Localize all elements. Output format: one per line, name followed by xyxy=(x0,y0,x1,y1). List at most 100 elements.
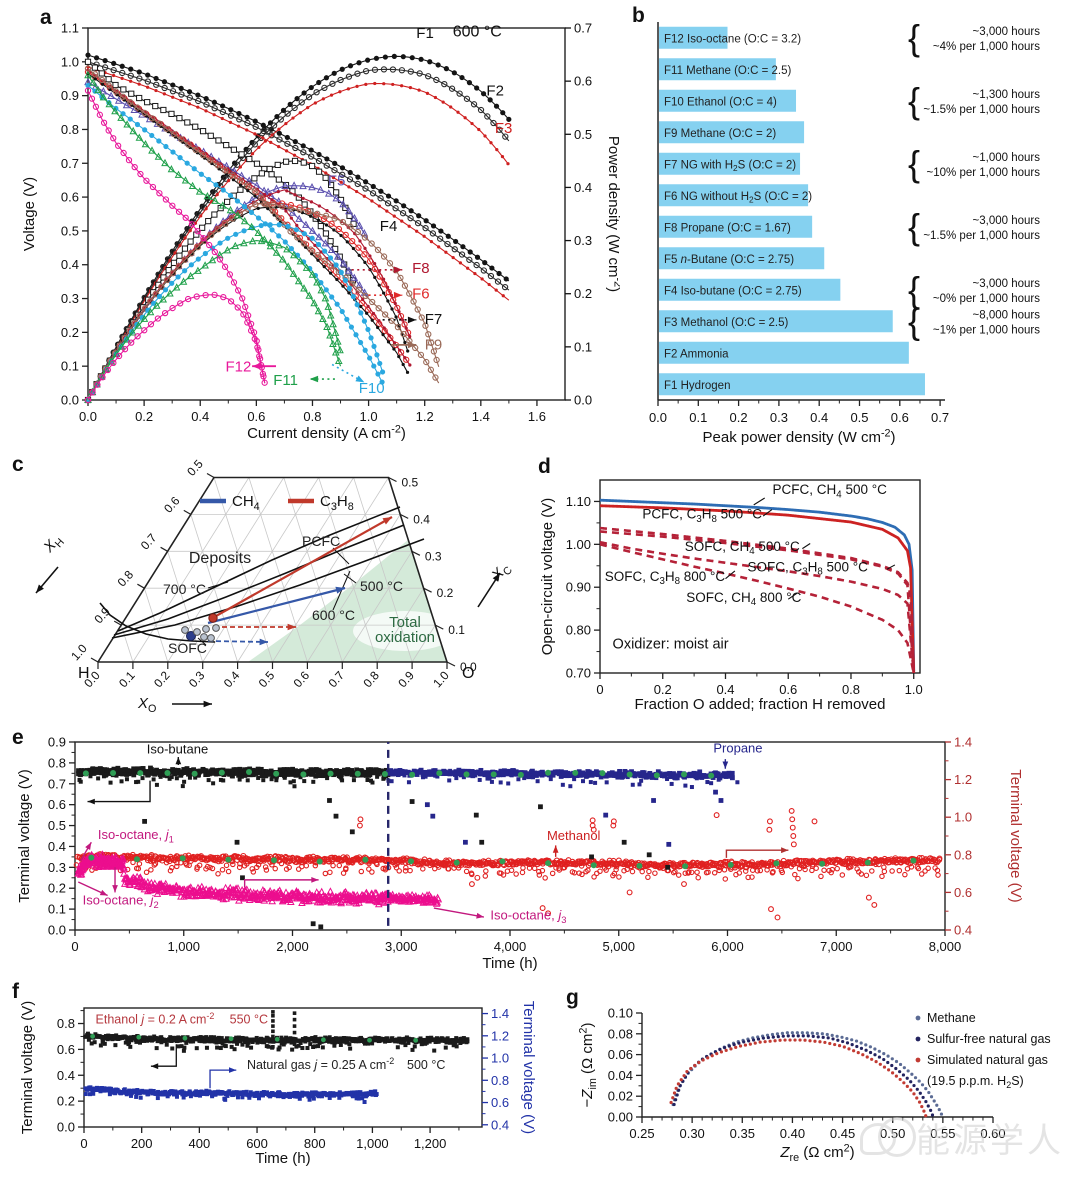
bar-8 xyxy=(659,247,825,270)
bar-5 xyxy=(659,152,801,175)
series-navy-outliers xyxy=(424,789,724,847)
axes-a xyxy=(87,27,566,401)
bracket-line: ~0% per 1,000 hours xyxy=(933,293,1040,305)
boundary-curve xyxy=(111,538,425,639)
x-axis-title: Current density (A cm-2) xyxy=(247,423,406,442)
tick-label: 1.0 xyxy=(430,668,452,690)
series-PCFC, C3H8 500 C xyxy=(599,504,916,674)
bar-label: F11 Methane (O:C = 2.5) xyxy=(664,65,791,77)
bar-label: F8 Propane (O:C = 1.67) xyxy=(664,222,791,234)
tick-label: 0.50 xyxy=(880,1126,905,1141)
tick-label: 0.8 xyxy=(115,567,137,589)
annotation-label: SOFC, CH4 500 °C xyxy=(685,539,800,557)
tick-label: 0.5 xyxy=(850,410,868,425)
annotation-label: PCFC, CH4 500 °C xyxy=(773,482,888,500)
tick-label: 0.40 xyxy=(780,1126,805,1141)
tick-label: 0.0 xyxy=(649,410,667,425)
series-F9-power xyxy=(87,203,440,401)
y-axis-title: Open-circuit voltage (V) xyxy=(539,498,556,656)
bar-12 xyxy=(659,373,925,396)
panel-letter: f xyxy=(12,980,20,1003)
brace: { xyxy=(908,300,920,341)
annotation-label: F5 xyxy=(328,172,346,189)
tick-label: 0.6 xyxy=(954,885,972,900)
y-axis-title: −Zim (Ω cm2) xyxy=(577,1023,598,1108)
tick-label: 0.4 xyxy=(413,512,430,526)
series-F11-voltage xyxy=(87,75,342,367)
series-green-dots-f xyxy=(90,1033,419,1043)
tick-label: 0.1 xyxy=(61,359,79,374)
data-point xyxy=(193,628,201,636)
brace: { xyxy=(908,269,920,310)
series-e xyxy=(73,765,943,930)
series-black-outliers xyxy=(142,798,671,930)
bars: F12 Iso-octane (O:C = 3.2) F11 Methane (O… xyxy=(659,26,925,396)
series-spike-col-2 xyxy=(292,1011,297,1047)
tick-label: 0.5 xyxy=(184,457,206,479)
tick-label: 0.2 xyxy=(61,325,79,340)
bar-label: F10 Ethanol (O:C = 4) xyxy=(664,96,777,108)
panel-b-svg: 0.0 0.1 0.2 0.3 0.4 0.5 0.6 0.7 Peak power densi… xyxy=(632,4,1041,446)
tick-label: 0.3 xyxy=(186,668,208,690)
annotation-label: SOFC, CH4 800 °C xyxy=(686,590,801,608)
tick-label: 0.1 xyxy=(48,902,66,917)
tick-label: 0.4 xyxy=(574,180,592,195)
tick-label: 3,000 xyxy=(385,939,418,954)
legend-label: (19.5 p.p.m. H2S) xyxy=(927,1074,1024,1090)
annotation-label: 500 °C xyxy=(360,578,403,594)
tick-label: 1,200 xyxy=(414,1136,447,1151)
bar-label: F7 NG with H2S (O:C = 2) xyxy=(664,159,796,173)
annotation-label: F8 xyxy=(412,260,430,277)
tick-label: 0.55 xyxy=(930,1126,955,1141)
series-F12-voltage xyxy=(87,90,266,384)
tick-label: 0.6 xyxy=(161,494,183,516)
tick-label: 0.30 xyxy=(679,1126,704,1141)
x-axis-title: Peak power density (W cm-2) xyxy=(703,427,896,446)
tick-label: 0.3 xyxy=(48,860,66,875)
legend-label: Sulfur-free natural gas xyxy=(927,1032,1051,1046)
annotation-label: Iso-octane, j1 xyxy=(98,827,174,844)
ticks-g: 0.25 0.30 0.35 0.40 0.45 0.50 0.55 0.60 0.00 0.02… xyxy=(608,1006,1006,1142)
bar-label: F9 Methane (O:C = 2) xyxy=(664,128,776,140)
tick-label: 0.5 xyxy=(61,223,79,238)
tick-label: 0.04 xyxy=(608,1068,633,1083)
annotation-label: Ethanol j = 0.2 A cm-2 xyxy=(96,1011,215,1027)
bar-label: F4 Iso-butane (O:C = 2.75) xyxy=(664,285,802,297)
y2-axis-title: Terminal voltage (V) xyxy=(1007,769,1024,902)
axis-arrow-label: XC xyxy=(488,559,515,586)
tick-label: 1.0 xyxy=(491,1051,509,1066)
tick-label: 1,000 xyxy=(167,939,200,954)
tick-label: 0.90 xyxy=(566,580,591,595)
annotation-label: Methanol xyxy=(547,828,601,843)
data-point xyxy=(186,631,196,641)
annotation-label: F2 xyxy=(486,83,504,100)
tick-label: 1.2 xyxy=(954,772,972,787)
panel-c-svg: 0.0 0.1 0.2 0.3 0.4 0.5 0.6 0.7 0.8 0.9 1.00.50.60… xyxy=(12,453,515,715)
tick-label: 1,000 xyxy=(356,1136,389,1151)
tick-label: 0.1 xyxy=(574,339,592,354)
series-natural-gas xyxy=(83,1085,379,1104)
series-red-columns xyxy=(356,807,878,921)
legend-label: C3H8 xyxy=(320,493,354,513)
annotation-label: Deposits xyxy=(189,550,251,567)
panel-a-svg: 0.0 0.2 0.4 0.6 0.8 1.0 1.2 1.4 1.6 0.0 0.1 0.2 0.3 0… xyxy=(21,6,624,442)
bar-label: F3 Methanol (O:C = 2.5) xyxy=(664,317,788,329)
bar-label: F2 Ammonia xyxy=(664,348,729,360)
ternary-grid xyxy=(120,477,436,663)
tick-label: 0.8 xyxy=(842,682,860,697)
annotation-label: F11 xyxy=(273,372,298,389)
bracket-line: ~10% per 1,000 hours xyxy=(927,167,1041,179)
tick-label: 0.8 xyxy=(360,668,382,690)
tick-label: 0.3 xyxy=(61,291,79,306)
tick-label: 0 xyxy=(596,682,603,697)
tick-label: 0.2 xyxy=(437,586,454,600)
annotation-label: F4 xyxy=(380,218,398,235)
tick-label: 0.8 xyxy=(954,847,972,862)
tick-label: 8,000 xyxy=(929,939,962,954)
annotation-label: SOFC, C3H8 800 °C xyxy=(605,569,726,587)
tick-label: 7,000 xyxy=(820,939,853,954)
tick-label: 1.4 xyxy=(491,1006,509,1021)
corner-label: O xyxy=(462,665,474,682)
bracket-line: ~3,000 hours xyxy=(973,215,1041,227)
tick-label: 0.4 xyxy=(48,839,66,854)
